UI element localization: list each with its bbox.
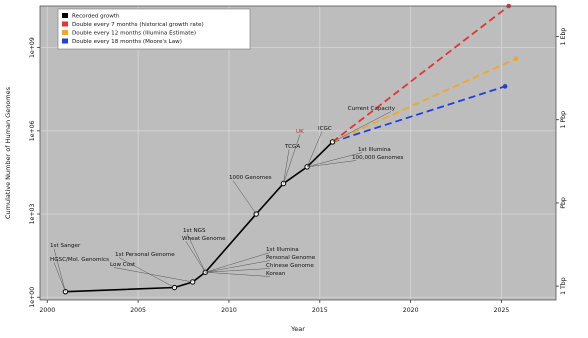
annotation-label: HGSC/Mol. Genomics bbox=[50, 257, 109, 263]
annotation-leader bbox=[307, 160, 357, 168]
legend-label: Double every 7 months (historical growth… bbox=[72, 22, 204, 28]
y-tick-label: 1e+06 bbox=[29, 120, 36, 141]
annotation-label: UK bbox=[296, 129, 304, 135]
legend-swatch bbox=[62, 38, 68, 44]
x-tick-label: 2015 bbox=[312, 307, 328, 314]
annotation-leader bbox=[205, 272, 271, 277]
annotation-label: Low Cost bbox=[110, 262, 136, 268]
legend-box bbox=[57, 8, 251, 50]
y2-tick-label: 1 Tbp bbox=[560, 277, 567, 295]
annotation-leader bbox=[53, 248, 66, 292]
series-line bbox=[331, 5, 510, 143]
annotation-label: 100,000 Genomes bbox=[352, 155, 404, 161]
annotation-label: ICGC bbox=[318, 126, 332, 132]
annotation-leader bbox=[332, 111, 392, 143]
x-tick-label: 2025 bbox=[494, 307, 510, 314]
annotation-label: 1000 Genomes bbox=[229, 175, 272, 181]
annotation-label: Current Capacity bbox=[348, 106, 396, 112]
annotation-label: Personal Genome bbox=[266, 255, 316, 261]
axes-layer: 2000 2005 2010 2015 2020 2025 1e+00 1e+03 1e+06 1… bbox=[4, 5, 567, 333]
y-tick-label: 1e+00 bbox=[29, 287, 36, 308]
y2-tick-label: 1 Pbp bbox=[560, 111, 567, 129]
legend-label: Double every 12 months (Illumina Estimat… bbox=[72, 31, 196, 37]
y2-tick-label: 1 Ebp bbox=[560, 28, 567, 46]
x-tick-label: 2010 bbox=[221, 307, 237, 314]
annotation-label: 1st Sanger bbox=[50, 243, 81, 249]
x-tick-label: 2020 bbox=[403, 307, 419, 314]
annotation-leader bbox=[283, 149, 290, 184]
annotation-leader bbox=[283, 134, 301, 184]
annotation-leader bbox=[205, 260, 271, 273]
annotation-leader bbox=[205, 268, 271, 273]
annotation-label: 1st Personal Genome bbox=[115, 252, 175, 258]
y-axis-label: Cumulative Number of Human Genomes bbox=[4, 86, 12, 219]
x-tick-label: 2005 bbox=[130, 307, 146, 314]
y2-tick-label: Pbp bbox=[560, 197, 567, 209]
annotation-leader bbox=[186, 233, 206, 273]
legend-label: Double every 18 months (Moore's Law) bbox=[72, 39, 182, 45]
annotation-label: 1st NGS bbox=[183, 228, 206, 234]
annotation-leader bbox=[205, 252, 271, 273]
legend: Recorded growth Double every 7 months (hi… bbox=[57, 8, 251, 50]
annotation-label: Chinese Genome bbox=[266, 263, 314, 269]
annotation-label: TCGA bbox=[284, 144, 300, 150]
legend-swatch bbox=[62, 30, 68, 35]
annotation-leader bbox=[53, 262, 66, 292]
annotation-label: Wheat Genome bbox=[182, 236, 226, 242]
y-tick-label: 1e+09 bbox=[29, 37, 36, 58]
annotation-leader bbox=[113, 267, 193, 283]
legend-swatch bbox=[62, 13, 68, 18]
series-end-point bbox=[502, 84, 508, 89]
x-axis-label: Year bbox=[290, 325, 305, 333]
series-line bbox=[65, 141, 334, 293]
legend-swatch bbox=[62, 21, 68, 27]
annotation-leader bbox=[232, 180, 257, 215]
annotation-label: 1st Illumina bbox=[358, 147, 391, 153]
legend-label: Recorded growth bbox=[72, 14, 120, 20]
annotation-label: 1st Illumina bbox=[266, 247, 299, 253]
series-line bbox=[332, 57, 517, 143]
plot-background bbox=[40, 6, 556, 300]
annotation-leader bbox=[118, 257, 175, 288]
annotation-label: Korean bbox=[266, 271, 286, 277]
annotation-leader bbox=[306, 131, 323, 167]
annotation-layer: Current Capacity 1st Sanger HGSC/Mol. Geno… bbox=[50, 106, 404, 292]
series-end-point bbox=[513, 56, 519, 61]
annotation-leader bbox=[185, 241, 206, 273]
x-tick-label: 2000 bbox=[39, 307, 55, 314]
plot-frame bbox=[39, 5, 557, 301]
series-line bbox=[332, 85, 506, 143]
series-layer bbox=[62, 3, 519, 295]
annotation-leader bbox=[307, 152, 363, 168]
grid-lines bbox=[40, 6, 556, 300]
y-tick-label: 1e+03 bbox=[29, 204, 36, 225]
